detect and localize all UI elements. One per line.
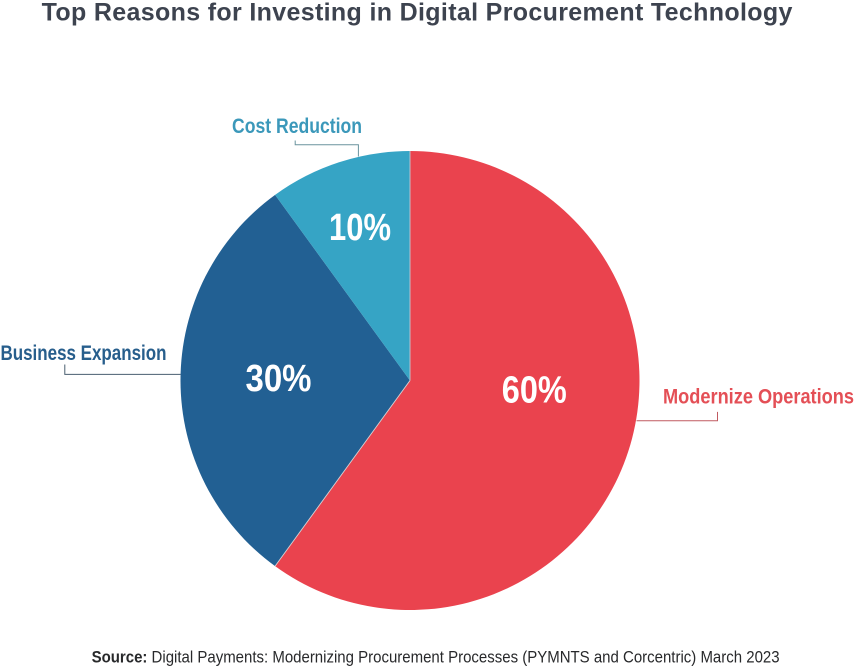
svg-text:Top Reasons for Investing in D: Top Reasons for Investing in Digital Pro…: [42, 0, 793, 27]
svg-text:Modernize Operations: Modernize Operations: [663, 385, 854, 408]
svg-text:Source: Digital Payments: Mode: Source: Digital Payments: Modernizing Pr…: [92, 648, 780, 667]
svg-text:Cost Reduction: Cost Reduction: [232, 115, 362, 138]
svg-text:60%: 60%: [502, 370, 567, 412]
svg-text:Business Expansion: Business Expansion: [1, 342, 167, 365]
svg-text:30%: 30%: [246, 358, 312, 400]
svg-text:10%: 10%: [329, 207, 391, 249]
